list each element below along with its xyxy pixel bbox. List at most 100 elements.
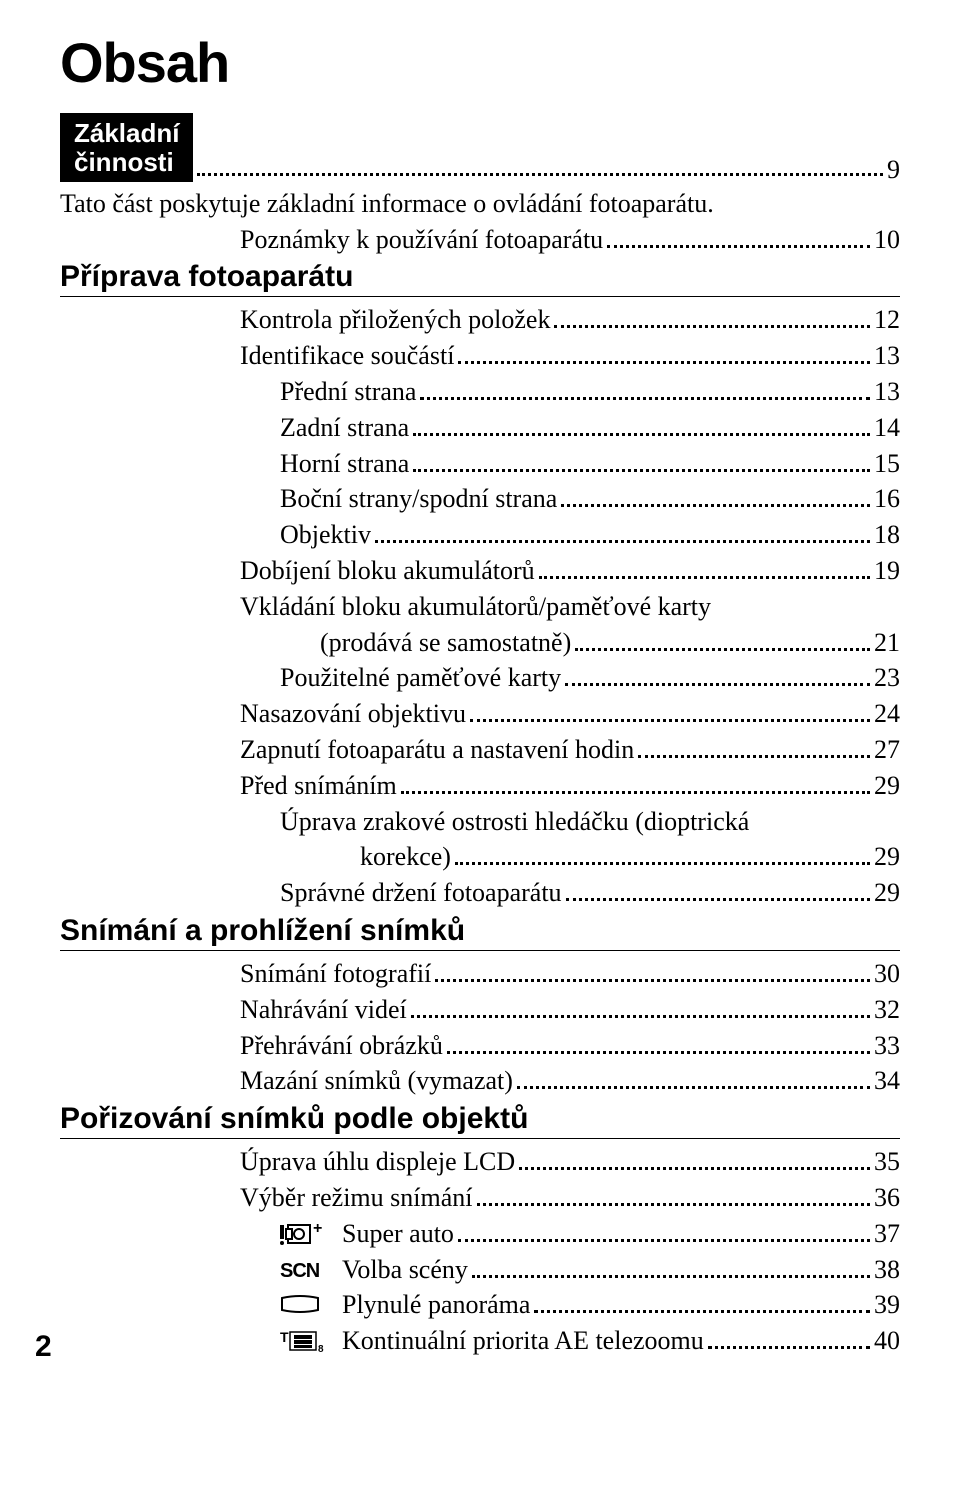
toc-text: Kontinuální priorita AE telezoomu	[342, 1324, 704, 1358]
toc-entry: Kontinuální priorita AE telezoomu 40	[240, 1324, 900, 1358]
toc-entry: Super auto37	[240, 1217, 900, 1251]
toc-leader-dots	[554, 325, 870, 328]
toc-leader-dots	[458, 361, 870, 364]
toc-text: korekce)	[360, 840, 451, 874]
toc-text: Volba scény	[342, 1253, 468, 1287]
toc-entry: Volba scény 38	[240, 1253, 900, 1287]
toc-text: Nahrávání videí	[240, 993, 407, 1027]
toc-page: 19	[874, 554, 900, 588]
toc-leader-dots	[534, 1310, 870, 1313]
toc-page: 15	[874, 447, 900, 481]
toc-page: 23	[874, 661, 900, 695]
toc-leader-dots	[566, 898, 870, 901]
toc-entry: Vkládání bloku akumulátorů/paměťové kart…	[240, 590, 900, 624]
toc-text: Objektiv	[280, 518, 371, 552]
toc-entry: Mazání snímků (vymazat) 34	[240, 1064, 900, 1098]
toc-text: Vkládání bloku akumulátorů/paměťové kart…	[240, 590, 711, 624]
panorama-icon	[280, 1288, 342, 1322]
toc-page: 13	[874, 339, 900, 373]
toc-leader-dots	[539, 576, 870, 579]
toc-page: 34	[874, 1064, 900, 1098]
toc-entry: Úprava zrakové ostrosti hledáčku (dioptr…	[240, 805, 900, 839]
toc-entry: Dobíjení bloku akumulátorů 19	[240, 554, 900, 588]
toc-page: 29	[874, 840, 900, 874]
toc-page: 40	[874, 1324, 900, 1358]
toc-text: Kontrola přiložených položek	[240, 303, 550, 337]
toc-text: Identifikace součástí	[240, 339, 454, 373]
toc-page: 21	[874, 626, 900, 660]
toc-entry: Kontrola přiložených položek 12	[240, 303, 900, 337]
toc-text: Super auto	[342, 1217, 454, 1251]
toc-leader-dots	[375, 540, 870, 543]
toc-entry: Správné držení fotoaparátu29	[240, 876, 900, 910]
toc-entry: Úprava úhlu displeje LCD 35	[240, 1145, 900, 1179]
toc-page: 10	[874, 223, 900, 257]
toc-leader-dots	[519, 1167, 870, 1170]
toc-text: Dobíjení bloku akumulátorů	[240, 554, 535, 588]
toc-leader-dots	[575, 648, 870, 651]
toc-text: Přední strana	[280, 375, 416, 409]
toc-text: Poznámky k používání fotoaparátu	[240, 223, 603, 257]
toc-page: 35	[874, 1145, 900, 1179]
toc-entry: Identifikace součástí 13	[240, 339, 900, 373]
toc-leader-dots	[472, 1275, 870, 1278]
toc-leader-dots	[455, 862, 870, 865]
toc-entry: Zapnutí fotoaparátu a nastavení hodin27	[240, 733, 900, 767]
section-tag-row: Základní činnosti 9	[60, 113, 900, 182]
toc-entry: Poznámky k používání fotoaparátu 10	[240, 223, 900, 257]
toc-text: Použitelné paměťové karty	[280, 661, 561, 695]
toc-entry: Nasazování objektivu 24	[240, 697, 900, 731]
toc-text: Úprava úhlu displeje LCD	[240, 1145, 515, 1179]
toc-leader-dots	[435, 979, 870, 982]
toc-leader-dots	[420, 397, 870, 400]
toc-text: Horní strana	[280, 447, 409, 481]
toc-text: Boční strany/spodní strana	[280, 482, 557, 516]
toc-entry: Před snímáním 29	[240, 769, 900, 803]
toc-text: Mazání snímků (vymazat)	[240, 1064, 513, 1098]
toc-page: 27	[874, 733, 900, 767]
toc-leader-dots	[411, 1015, 870, 1018]
toc-leader-dots	[413, 433, 870, 436]
toc-entry: Horní strana 15	[240, 447, 900, 481]
toc-entry: Zadní strana14	[240, 411, 900, 445]
toc-entry: Snímání fotografií30	[240, 957, 900, 991]
telezoom-icon	[280, 1324, 342, 1358]
toc-page: 29	[874, 769, 900, 803]
toc-text: Před snímáním	[240, 769, 397, 803]
toc-text: Výběr režimu snímání	[240, 1181, 473, 1215]
toc-leader-dots	[638, 755, 870, 758]
toc-leader-dots	[447, 1051, 870, 1054]
toc-leader-dots	[607, 245, 870, 248]
toc-leader-dots	[413, 469, 870, 472]
toc-leader-dots	[565, 683, 870, 686]
toc-page: 16	[874, 482, 900, 516]
toc-page: 24	[874, 697, 900, 731]
toc-entry: Boční strany/spodní strana 16	[240, 482, 900, 516]
section-heading: Příprava fotoaparátu	[60, 260, 900, 297]
toc-leader-dots	[458, 1239, 870, 1242]
toc-page: 32	[874, 993, 900, 1027]
tag-line1: Základní	[74, 118, 179, 148]
toc-text: Nasazování objektivu	[240, 697, 466, 731]
toc-leader-dots	[517, 1086, 870, 1089]
toc-entry: Přehrávání obrázků33	[240, 1029, 900, 1063]
toc-leader-dots	[477, 1203, 871, 1206]
tag-page: 9	[887, 155, 900, 185]
page-number: 2	[35, 1330, 52, 1364]
toc-block: Poznámky k používání fotoaparátu 10	[60, 223, 900, 257]
section-heading: Pořizování snímků podle objektů	[60, 1102, 900, 1139]
tag-leader-dots	[197, 173, 883, 176]
toc-entry: Objektiv18	[240, 518, 900, 552]
toc-text: Snímání fotografií	[240, 957, 431, 991]
toc-entry: Plynulé panoráma39	[240, 1288, 900, 1322]
toc-page: 39	[874, 1288, 900, 1322]
toc-block: Snímání fotografií30Nahrávání videí 32Pře…	[60, 957, 900, 1098]
superauto-icon	[280, 1217, 342, 1251]
toc-page: 12	[874, 303, 900, 337]
toc-page: 13	[874, 375, 900, 409]
toc-page: 14	[874, 411, 900, 445]
section-heading: Snímání a prohlížení snímků	[60, 914, 900, 951]
toc-page: 33	[874, 1029, 900, 1063]
toc-text: Správné držení fotoaparátu	[280, 876, 562, 910]
toc-page: 38	[874, 1253, 900, 1287]
